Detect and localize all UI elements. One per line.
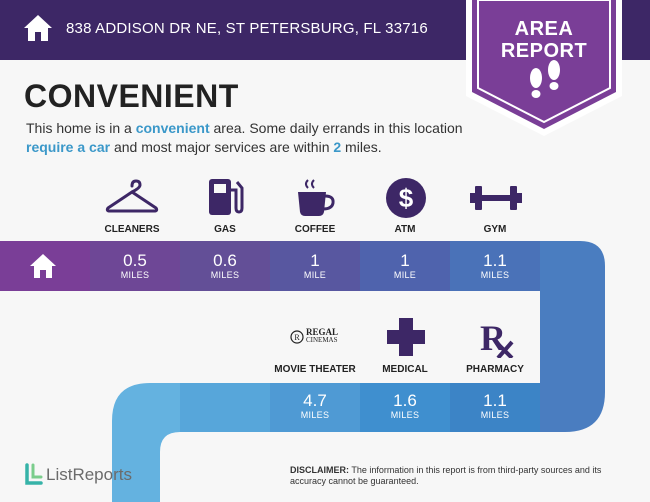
dumbbell-icon bbox=[470, 186, 522, 210]
dollar-icon: $ bbox=[386, 178, 426, 218]
badge-title: AREA REPORT bbox=[500, 18, 588, 62]
home-icon bbox=[24, 15, 52, 41]
footprints-icon bbox=[530, 60, 560, 98]
svg-text:R: R bbox=[294, 333, 300, 342]
distance-gas: 0.6 MILES bbox=[210, 251, 240, 281]
disclaimer: DISCLAIMER: The information in this repo… bbox=[290, 465, 602, 486]
home-start-icon bbox=[30, 254, 56, 278]
distance-movie-theater: 4.7 MILES bbox=[300, 391, 330, 421]
page-title: CONVENIENT bbox=[24, 78, 239, 114]
label-gym: GYM bbox=[483, 224, 507, 235]
label-gas: GAS bbox=[214, 224, 236, 235]
distance-gym: 1.1 MILES bbox=[480, 251, 510, 281]
hanger-icon bbox=[105, 179, 159, 213]
label-movie-theater: MOVIE THEATER bbox=[274, 364, 356, 375]
gas-pump-icon bbox=[209, 179, 244, 215]
coffee-cup-icon bbox=[298, 179, 335, 216]
regal-crown-icon: R bbox=[290, 330, 304, 344]
listreports-logo-icon bbox=[25, 463, 43, 485]
summary-text: This home is in a convenient area. Some … bbox=[26, 120, 463, 155]
regal-cinemas-logo: R REGAL CINEMAS bbox=[290, 328, 342, 346]
label-coffee: COFFEE bbox=[294, 224, 336, 235]
medical-cross-icon bbox=[387, 318, 425, 356]
label-atm: ATM bbox=[394, 224, 416, 235]
label-pharmacy: PHARMACY bbox=[466, 364, 524, 375]
distance-cleaners: 0.5 MILES bbox=[120, 251, 150, 281]
distance-medical: 1.6 MILES bbox=[390, 391, 420, 421]
area-report-badge bbox=[466, 0, 622, 136]
label-medical: MEDICAL bbox=[382, 364, 428, 375]
rx-icon: R bbox=[480, 318, 514, 358]
distance-coffee: 1 MILE bbox=[303, 251, 327, 281]
listreports-logo-text: ListReports bbox=[46, 465, 132, 484]
distance-pharmacy: 1.1 MILES bbox=[480, 391, 510, 421]
svg-text:$: $ bbox=[399, 183, 414, 213]
distance-atm: 1 MILE bbox=[393, 251, 417, 281]
property-address: 838 ADDISON DR NE, ST PETERSBURG, FL 337… bbox=[66, 20, 428, 37]
label-cleaners: CLEANERS bbox=[104, 224, 160, 235]
